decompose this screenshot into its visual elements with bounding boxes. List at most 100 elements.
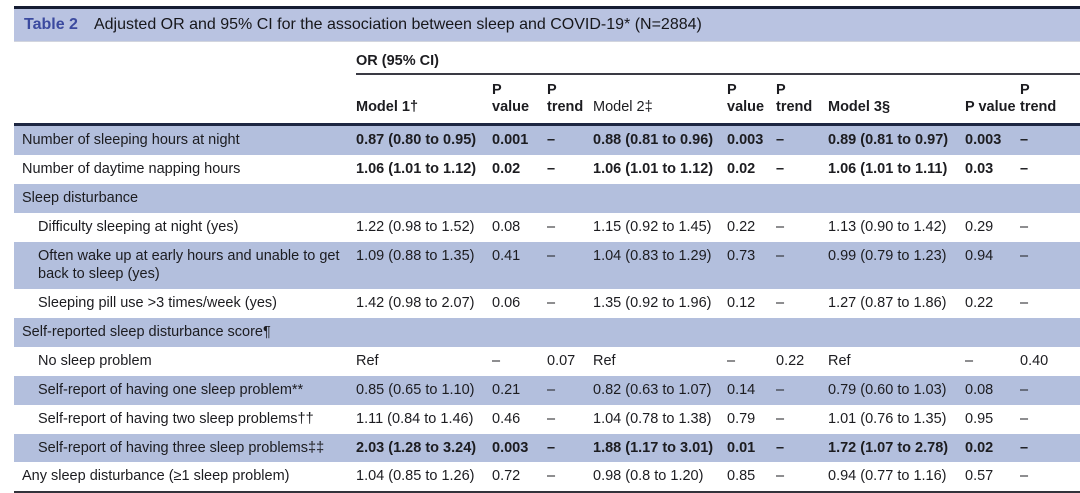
cell: 0.87 (0.80 to 0.95) [356, 132, 477, 149]
row-label: Number of daytime napping hours [22, 161, 241, 178]
table-body: Number of sleeping hours at night 0.87 (0… [14, 124, 1080, 492]
column-header-model2: Model 2‡ [593, 74, 727, 127]
cell: 0.72 [492, 468, 521, 485]
results-table: OR (95% CI) Model 1† P value P trend Mod… [14, 42, 1080, 492]
row-label: Often wake up at early hours and unable … [38, 247, 340, 283]
cell: Ref [593, 352, 616, 369]
table-row: Often wake up at early hours and unable … [14, 241, 1080, 290]
table-row: Number of sleeping hours at night 0.87 (0… [14, 124, 1080, 156]
table-number-label: Table 2 [24, 16, 78, 33]
table-row: Sleeping pill use >3 times/week (yes) 1.4… [14, 289, 1080, 319]
cell: 0.85 [727, 468, 756, 485]
column-header-empty [14, 74, 356, 127]
table-title-bar: Table 2 Adjusted OR and 95% CI for the a… [14, 9, 1080, 42]
cell: – [727, 352, 736, 369]
cell: – [547, 132, 556, 149]
cell: 0.02 [727, 161, 756, 178]
cell: – [547, 218, 556, 235]
cell: – [1020, 132, 1029, 149]
cell: – [547, 247, 556, 264]
group-header-spacer [14, 42, 356, 74]
cell: 1.01 (0.76 to 1.35) [828, 410, 947, 427]
cell [593, 318, 727, 347]
cell: – [1020, 247, 1029, 264]
cell: 0.06 [492, 295, 521, 312]
group-header-row: OR (95% CI) [14, 42, 1080, 75]
row-label: Sleeping pill use >3 times/week (yes) [38, 295, 277, 312]
row-label: Self-report of having two sleep problems… [38, 410, 314, 427]
cell [965, 318, 1020, 347]
column-header-pvalue1: P value [492, 74, 547, 127]
cell: 1.06 (1.01 to 1.11) [828, 161, 948, 178]
cell: 0.22 [965, 295, 994, 312]
cell: 0.22 [776, 352, 805, 369]
cell [828, 318, 965, 347]
cell: – [547, 295, 556, 312]
cell: 0.21 [492, 381, 521, 398]
cell: – [547, 381, 556, 398]
cell: Ref [828, 352, 851, 369]
section-label: Sleep disturbance [22, 189, 139, 206]
cell: 0.01 [727, 439, 756, 456]
cell [1020, 184, 1080, 213]
cell: 1.09 (0.88 to 1.35) [356, 247, 475, 264]
cell: 0.22 [727, 218, 756, 235]
cell: 0.73 [727, 247, 756, 264]
cell: 0.99 (0.79 to 1.23) [828, 247, 947, 264]
row-label: Any sleep disturbance (≥1 sleep problem) [22, 468, 290, 485]
cell: 1.88 (1.17 to 3.01) [593, 439, 714, 456]
column-header-model3: Model 3§ [828, 74, 965, 127]
cell [776, 184, 828, 213]
cell: 0.94 [965, 247, 994, 264]
column-header-pvalue3: P value [965, 74, 1020, 127]
cell: – [776, 295, 785, 312]
cell: – [547, 410, 556, 427]
cell: 0.03 [965, 161, 994, 178]
cell: 0.07 [547, 352, 576, 369]
cell: 0.85 (0.65 to 1.10) [356, 381, 475, 398]
cell: 0.88 (0.81 to 0.96) [593, 132, 714, 149]
table-row: Number of daytime napping hours 1.06 (1.0… [14, 155, 1080, 184]
cell: 0.003 [492, 439, 529, 456]
cell: 0.98 (0.8 to 1.20) [593, 468, 704, 485]
cell: – [776, 410, 785, 427]
cell: – [776, 161, 785, 178]
cell: 1.72 (1.07 to 2.78) [828, 439, 949, 456]
cell: – [1020, 161, 1029, 178]
section-header-row: Sleep disturbance [14, 183, 1080, 213]
cell: 1.06 (1.01 to 1.12) [356, 161, 477, 178]
cell: – [776, 218, 785, 235]
cell: 0.08 [492, 218, 521, 235]
table-top-rule [14, 6, 1080, 9]
cell: 1.15 (0.92 to 1.45) [593, 218, 712, 235]
cell: 1.35 (0.92 to 1.96) [593, 295, 712, 312]
cell: – [776, 381, 785, 398]
cell [965, 184, 1020, 213]
cell: – [547, 439, 556, 456]
cell: 1.04 (0.78 to 1.38) [593, 410, 712, 427]
row-label: Difficulty sleeping at night (yes) [38, 218, 239, 235]
section-header-row: Self-reported sleep disturbance score¶ [14, 318, 1080, 347]
cell [776, 318, 828, 347]
cell: 0.003 [727, 132, 764, 149]
row-label: No sleep problem [38, 352, 152, 369]
cell: – [1020, 410, 1029, 427]
cell: 0.82 (0.63 to 1.07) [593, 381, 712, 398]
table-row: Any sleep disturbance (≥1 sleep problem)… [14, 462, 1080, 492]
column-header-ptrend3: P trend [1020, 74, 1080, 127]
cell: 0.02 [492, 161, 521, 178]
cell: – [1020, 468, 1029, 485]
cell: 1.04 (0.83 to 1.29) [593, 247, 712, 264]
row-label: Self-report of having one sleep problem*… [38, 381, 304, 398]
cell: 0.57 [965, 468, 994, 485]
cell: 0.001 [492, 132, 529, 149]
cell [492, 184, 547, 213]
cell: – [776, 468, 785, 485]
table-title: Adjusted OR and 95% CI for the associati… [93, 16, 702, 33]
table-row: Self-report of having three sleep proble… [14, 433, 1080, 463]
cell: 0.08 [965, 381, 994, 398]
cell: 1.04 (0.85 to 1.26) [356, 468, 475, 485]
table-row: Self-report of having two sleep problems… [14, 404, 1080, 434]
cell: 1.27 (0.87 to 1.86) [828, 295, 947, 312]
